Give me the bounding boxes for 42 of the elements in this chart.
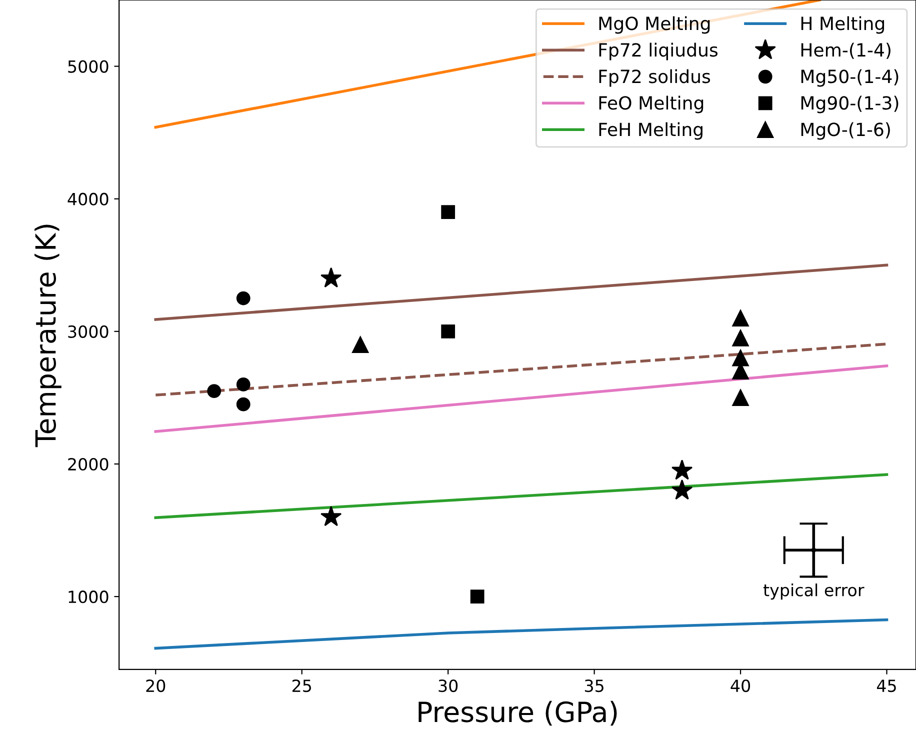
legend-label: MgO-(1-6) (801, 122, 890, 140)
point (732, 330, 749, 346)
point (236, 397, 250, 412)
point (207, 384, 222, 398)
legend-label: Hem-(1-4) (801, 42, 890, 59)
point (236, 291, 250, 306)
x-tick-label: 35 (584, 679, 604, 692)
x-tick-label: 45 (876, 680, 896, 692)
point (470, 590, 484, 604)
y-tick-label: 5000 (68, 60, 108, 73)
legend-label: H Melting (801, 16, 884, 34)
x-tick-label: 20 (146, 679, 166, 692)
legend-label: Fp72 liqiudus (599, 42, 718, 60)
point (671, 479, 693, 500)
point (732, 389, 749, 406)
point (732, 350, 749, 366)
legend-label: Mg90-(1-3) (801, 96, 898, 114)
legend-label: FeO Melting (599, 96, 704, 114)
line-series (154, 618, 888, 650)
point (320, 267, 342, 288)
y-tick-label: 2000 (68, 458, 108, 471)
x-tick-label: 30 (438, 679, 458, 692)
y-tick-label: 4000 (68, 192, 108, 206)
legend-label: Mg50-(1-4) (801, 69, 898, 87)
x-tick-label: 25 (292, 679, 312, 692)
point (352, 336, 369, 354)
annotation: typical error (763, 583, 864, 600)
point (236, 378, 250, 392)
x-axis-title: Pressure (GPa) (418, 700, 617, 726)
legend-label: Fp72 solidus (599, 69, 710, 87)
legend-label: MgO Melting (599, 16, 710, 34)
y-tick-label: 1000 (68, 590, 108, 604)
y-tick-label: 3000 (68, 325, 108, 338)
point (441, 205, 456, 220)
y-axis-title: Temperature (K) (34, 224, 62, 448)
point (441, 324, 456, 338)
point (732, 310, 749, 326)
x-tick-label: 40 (730, 679, 750, 692)
point (320, 506, 342, 526)
point (811, 548, 816, 553)
point (671, 460, 693, 480)
legend-label: FeH Melting (599, 122, 702, 140)
